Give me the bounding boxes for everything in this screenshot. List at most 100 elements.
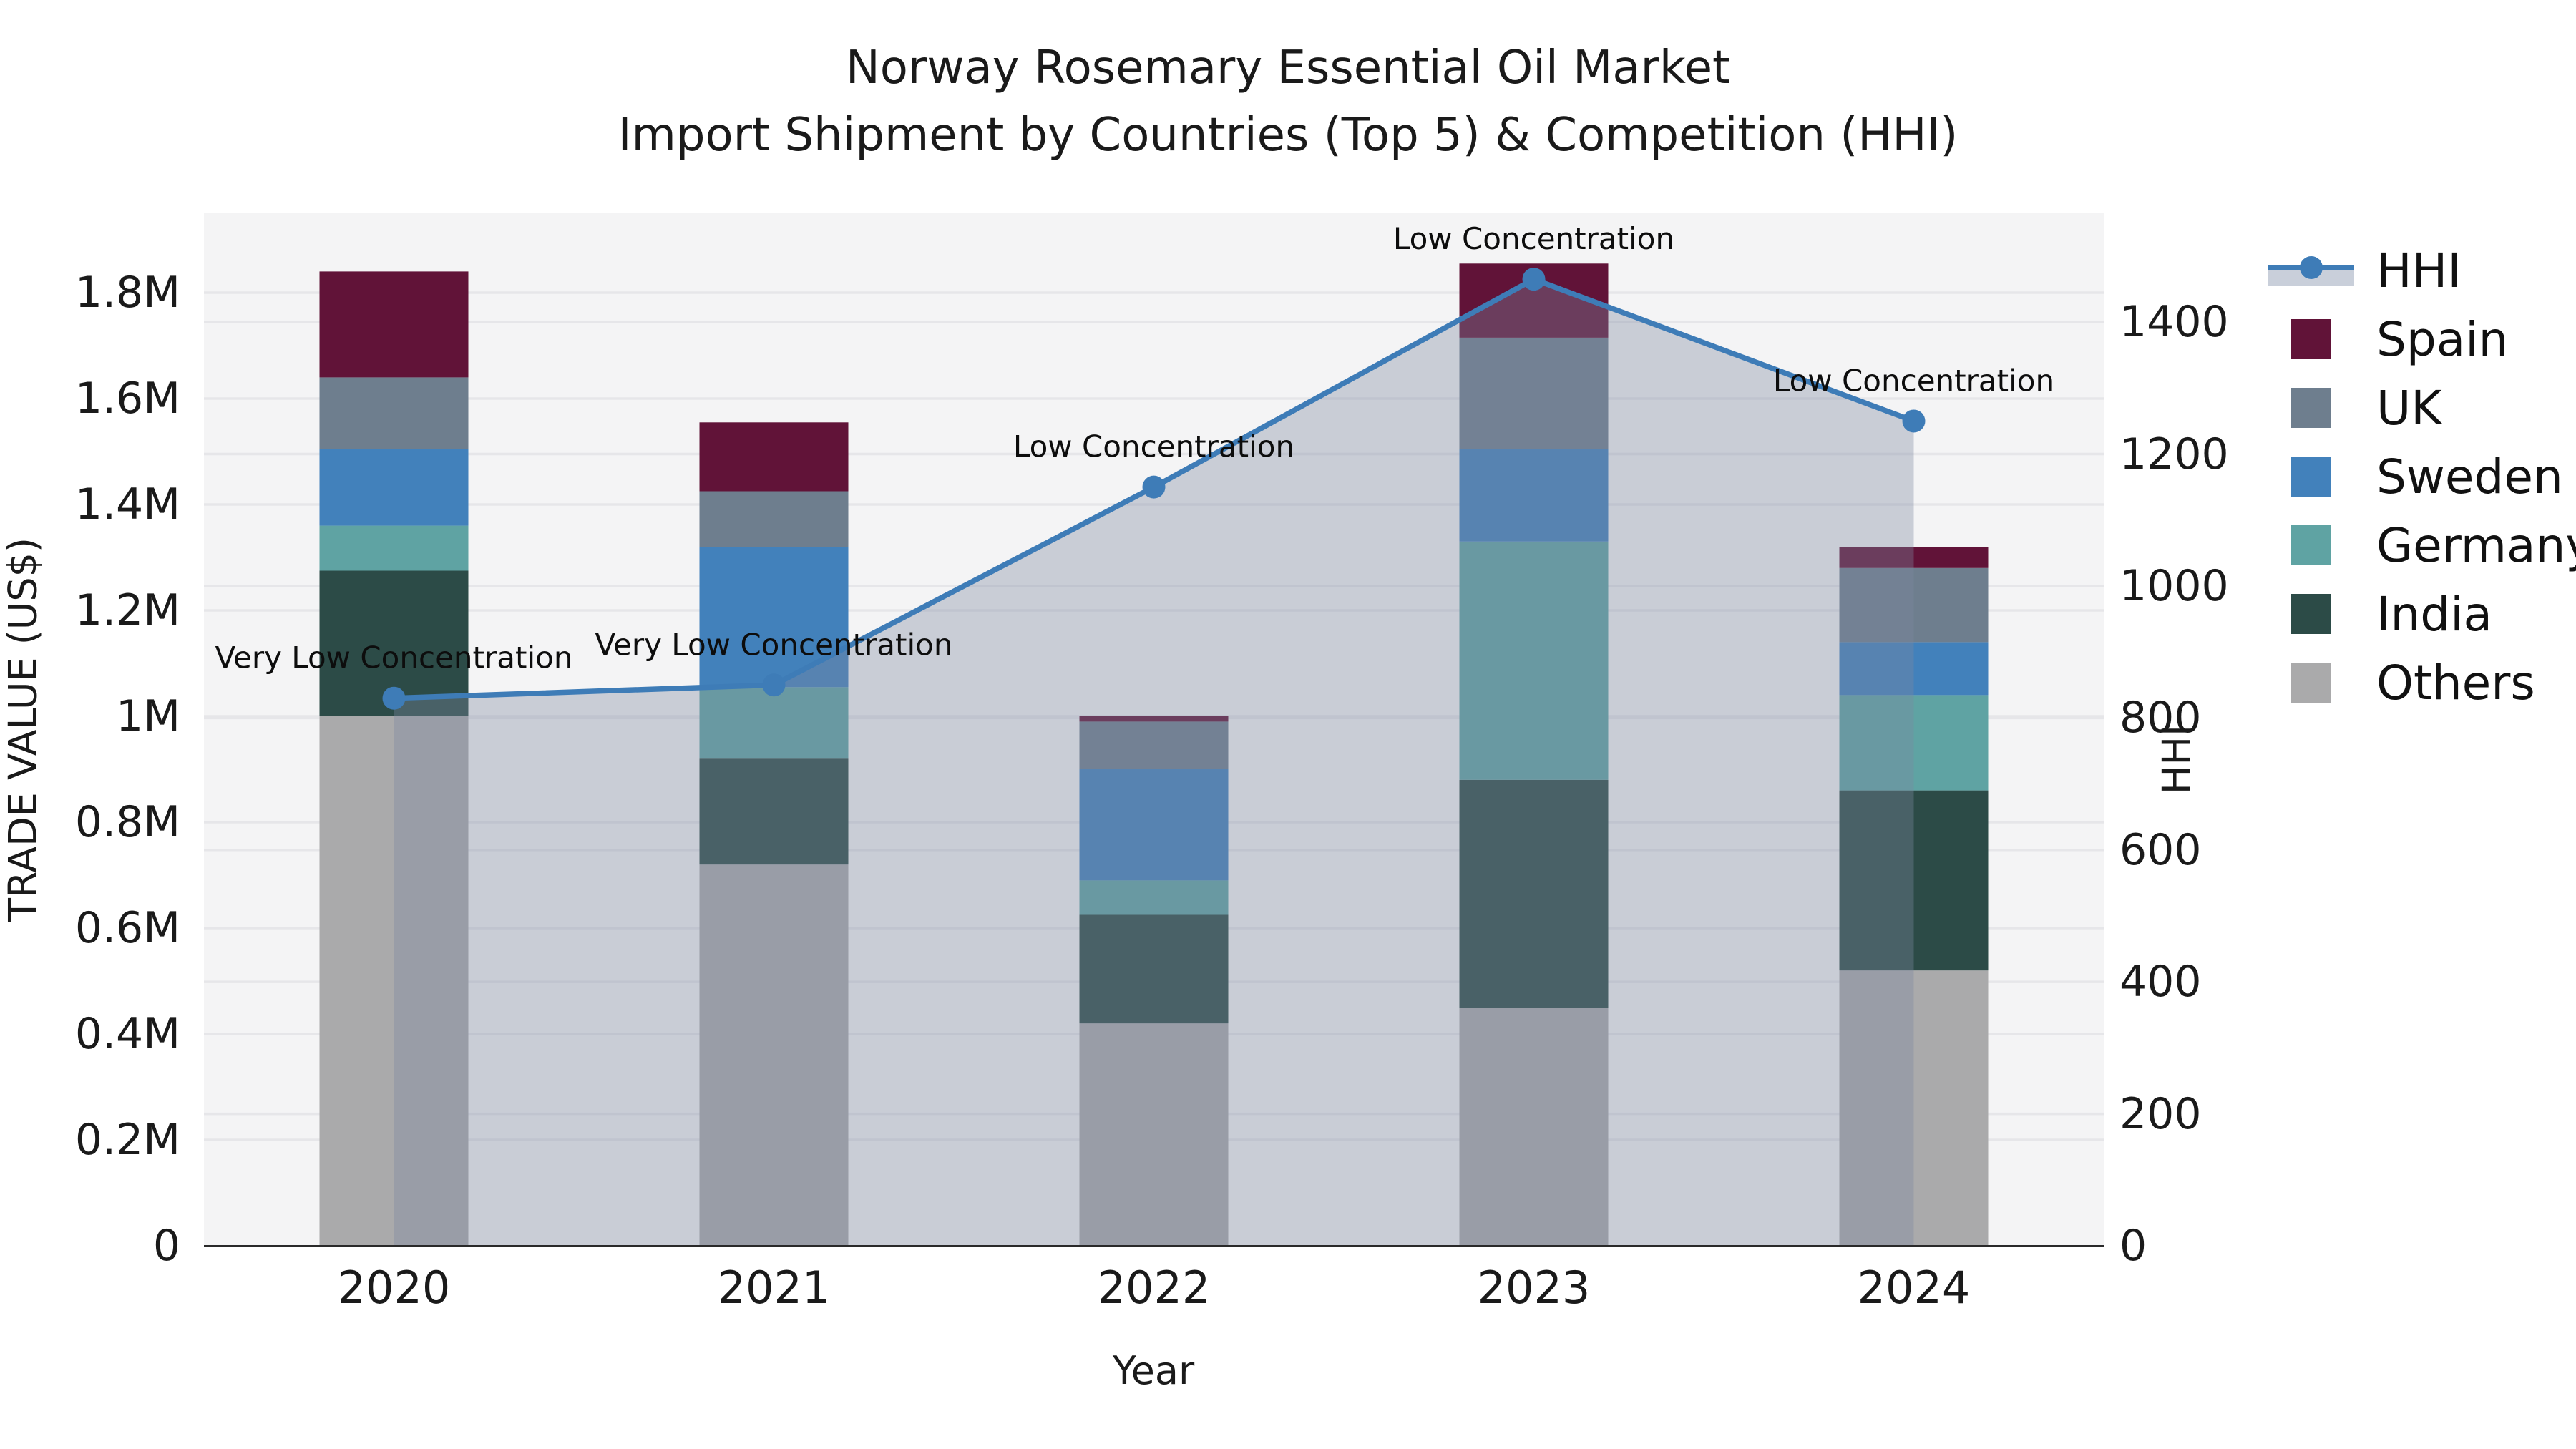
legend-item-others: Others xyxy=(2265,648,2576,717)
bar-segment-germany-2020 xyxy=(319,525,469,571)
bar-segment-spain-2022 xyxy=(1079,716,1229,722)
bar-segment-germany-2022 xyxy=(1079,880,1229,915)
bar-segment-uk-2020 xyxy=(319,377,469,449)
left-tick-1.8M: 1.8M xyxy=(74,268,180,318)
x-tick-2020: 2020 xyxy=(337,1262,451,1314)
legend-swatch-col xyxy=(2265,319,2358,359)
hhi-line-icon xyxy=(2265,248,2358,293)
bar-segment-india-2024 xyxy=(1839,790,1989,971)
legend-swatch-col xyxy=(2265,525,2358,565)
bar-segment-others-2023 xyxy=(1459,1008,1609,1246)
legend-swatch-spain xyxy=(2291,319,2331,359)
legend-item-india: India xyxy=(2265,580,2576,648)
bar-segment-uk-2023 xyxy=(1459,337,1609,449)
legend-label-uk: UK xyxy=(2376,380,2442,436)
legend-label-germany: Germany xyxy=(2376,517,2576,573)
annotation-2024: Low Concentration xyxy=(1773,363,2054,398)
plot-canvas: Very Low Concentration Very Low Concentra… xyxy=(204,221,2104,1248)
x-tick-2022: 2022 xyxy=(1097,1262,1211,1314)
x-tick-2021: 2021 xyxy=(717,1262,831,1314)
bar-segment-uk-2021 xyxy=(699,491,849,547)
left-axis-title: TRADE VALUE (US$) xyxy=(0,537,46,922)
legend-swatch-sweden xyxy=(2291,457,2331,497)
hhi-marker-2023 xyxy=(1522,268,1546,291)
bar-segment-spain-2021 xyxy=(699,422,849,492)
x-axis-title: Year xyxy=(1112,1348,1195,1393)
bar-segment-others-2020 xyxy=(319,716,469,1246)
bar-segment-others-2021 xyxy=(699,864,849,1246)
bar-segment-others-2022 xyxy=(1079,1023,1229,1246)
legend-swatch-col xyxy=(2265,663,2358,703)
hhi-legend-glyph xyxy=(2268,248,2354,293)
bar-segment-sweden-2021 xyxy=(699,547,849,688)
chart-title-line1: Norway Rosemary Essential Oil Market xyxy=(845,42,1731,94)
legend-label-india: India xyxy=(2376,586,2492,642)
bar-segment-others-2024 xyxy=(1839,970,1989,1246)
legend-item-germany: Germany xyxy=(2265,511,2576,580)
legend-swatch-col xyxy=(2265,594,2358,634)
chart-title: Norway Rosemary Essential Oil Market Imp… xyxy=(0,34,2576,169)
right-tick-0: 0 xyxy=(2119,1221,2147,1271)
bar-segment-spain-2020 xyxy=(319,271,469,378)
legend-swatch-germany xyxy=(2291,525,2331,565)
annotation-2020: Very Low Concentration xyxy=(215,640,573,675)
legend-label-hhi: HHI xyxy=(2376,243,2462,298)
plot-area: Very Low Concentration Very Low Concentra… xyxy=(204,213,2104,1248)
right-tick-600: 600 xyxy=(2119,824,2202,875)
bar-segment-germany-2024 xyxy=(1839,695,1989,791)
x-tick-2023: 2023 xyxy=(1477,1262,1591,1314)
legend-label-spain: Spain xyxy=(2376,311,2509,367)
bar-segment-india-2022 xyxy=(1079,914,1229,1024)
legend-label-sweden: Sweden xyxy=(2376,449,2563,504)
bar-segment-uk-2022 xyxy=(1079,721,1229,769)
left-tick-1.2M: 1.2M xyxy=(74,585,180,635)
x-tick-2024: 2024 xyxy=(1857,1262,1971,1314)
legend-item-sweden: Sweden xyxy=(2265,442,2576,511)
annotation-2021: Very Low Concentration xyxy=(595,627,953,662)
bar-segment-sweden-2023 xyxy=(1459,449,1609,542)
hhi-marker-2024 xyxy=(1902,409,1926,433)
legend-item-hhi: HHI xyxy=(2265,236,2576,305)
hhi-marker-2020 xyxy=(382,686,406,710)
legend-item-spain: Spain xyxy=(2265,305,2576,374)
annotation-2022: Low Concentration xyxy=(1013,429,1294,464)
left-tick-1.4M: 1.4M xyxy=(74,479,180,530)
legend-swatch-uk xyxy=(2291,388,2331,428)
legend-swatch-others xyxy=(2291,663,2331,703)
bar-segment-sweden-2020 xyxy=(319,449,469,526)
legend-swatch-india xyxy=(2291,594,2331,634)
bar-segment-india-2023 xyxy=(1459,779,1609,1008)
bar-segment-sweden-2024 xyxy=(1839,642,1989,696)
left-tick-0: 0 xyxy=(152,1221,180,1271)
left-tick-0.4M: 0.4M xyxy=(74,1009,180,1059)
bar-segment-germany-2023 xyxy=(1459,541,1609,780)
hhi-marker-swatch xyxy=(2300,256,2323,279)
bar-segment-uk-2024 xyxy=(1839,567,1989,643)
right-tick-200: 200 xyxy=(2119,1088,2202,1139)
left-tick-0.6M: 0.6M xyxy=(74,903,180,953)
annotation-2023: Low Concentration xyxy=(1393,221,1674,256)
hhi-area-fill xyxy=(394,279,1914,1246)
left-tick-0.2M: 0.2M xyxy=(74,1115,180,1165)
right-tick-1400: 1400 xyxy=(2119,297,2229,348)
right-tick-1000: 1000 xyxy=(2119,560,2229,611)
legend-swatch-col xyxy=(2265,388,2358,428)
chart-title-line2: Import Shipment by Countries (Top 5) & C… xyxy=(618,109,1958,162)
legend-label-others: Others xyxy=(2376,655,2535,711)
bar-segment-spain-2024 xyxy=(1839,547,1989,568)
left-tick-1M: 1M xyxy=(116,691,180,741)
bar-segment-germany-2021 xyxy=(699,687,849,759)
hhi-marker-2021 xyxy=(762,673,786,697)
right-tick-1200: 1200 xyxy=(2119,429,2229,479)
right-tick-400: 400 xyxy=(2119,957,2202,1008)
hhi-marker-2022 xyxy=(1142,475,1166,499)
right-tick-800: 800 xyxy=(2119,693,2202,743)
legend-item-uk: UK xyxy=(2265,374,2576,442)
bar-segment-sweden-2022 xyxy=(1079,769,1229,881)
legend-swatch-col xyxy=(2265,457,2358,497)
legend: HHI Spain UK Sweden Germany India Others xyxy=(2265,236,2576,717)
x-axis-line xyxy=(204,1245,2104,1248)
right-axis-title: HHI xyxy=(2154,724,2200,795)
bar-segment-india-2021 xyxy=(699,758,849,865)
